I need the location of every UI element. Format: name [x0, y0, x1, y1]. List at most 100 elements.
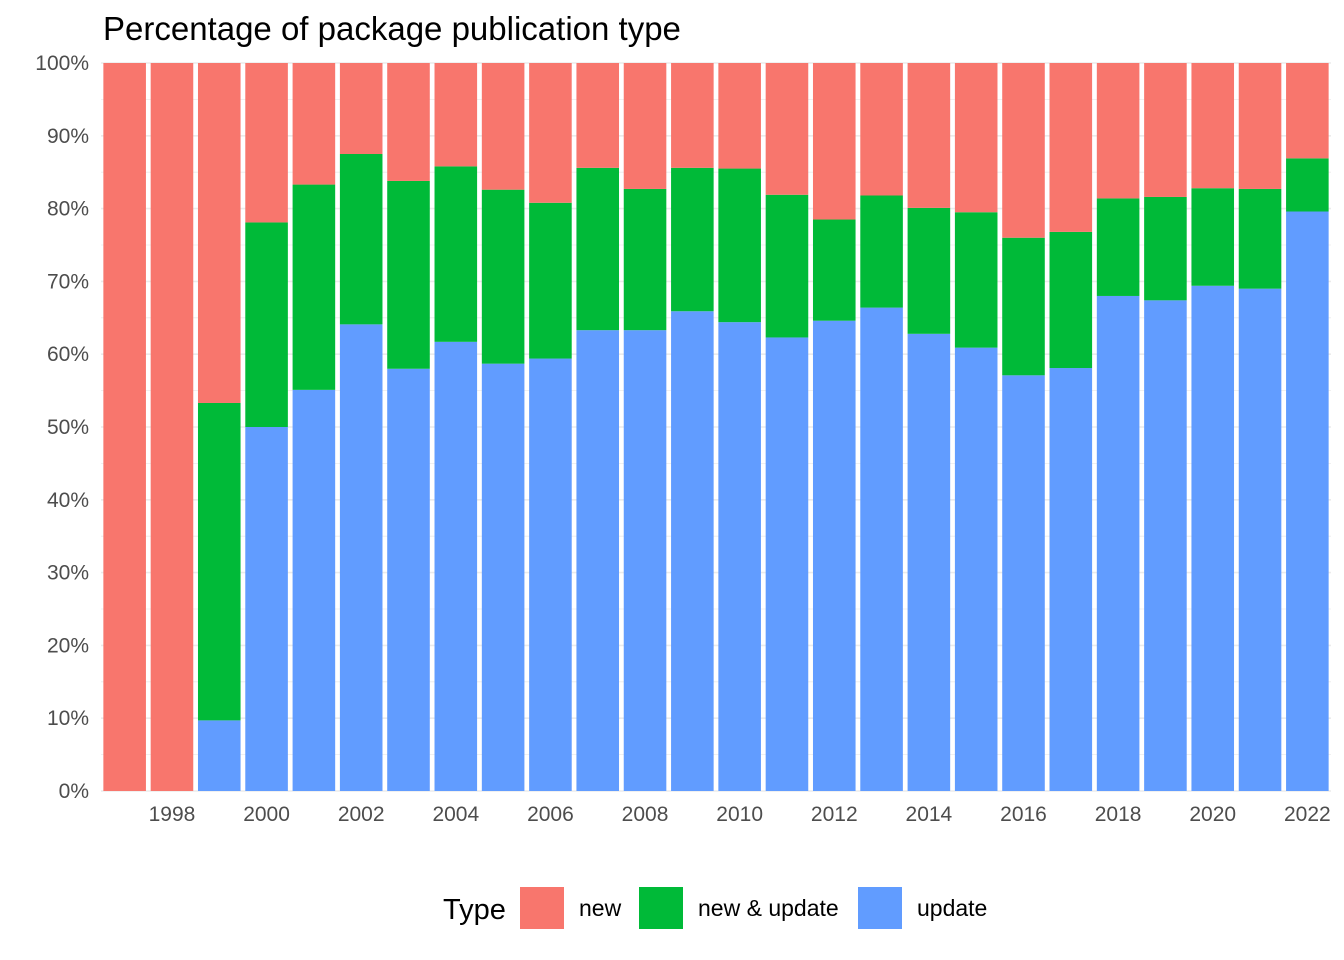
bar-2022-update — [1286, 211, 1329, 792]
bar-2004-new-update — [434, 166, 478, 342]
y-tick-label: 20% — [47, 634, 89, 657]
y-tick-label: 0% — [59, 780, 89, 803]
x-tick-label: 2014 — [906, 803, 953, 826]
bar-2009-new-update — [671, 167, 714, 312]
x-tick-label: 2002 — [338, 803, 385, 826]
legend-key-new-update — [639, 887, 683, 929]
bar-2004-update — [434, 341, 478, 791]
x-tick-label: 2018 — [1095, 803, 1142, 826]
bar-2018-update — [1096, 295, 1140, 791]
bar-2020-new-update — [1191, 188, 1235, 286]
bar-2006-update — [529, 358, 572, 791]
y-tick-label: 10% — [47, 707, 89, 730]
bar-2022-new-update — [1286, 158, 1329, 212]
y-tick-label: 60% — [47, 343, 89, 366]
bar-2017-new-update — [1049, 231, 1093, 369]
bar-2000-new-update — [245, 222, 288, 427]
bar-2019-new — [1144, 63, 1187, 197]
bar-2018-new-update — [1096, 198, 1140, 296]
bar-2022-new — [1286, 63, 1329, 159]
legend: Type new new & update update — [443, 887, 987, 929]
x-tick-label: 2004 — [432, 803, 479, 826]
bar-2005-update — [481, 363, 525, 791]
bar-2000-update — [245, 427, 288, 791]
bar-2006-new — [529, 63, 572, 203]
bar-1999-update — [197, 720, 241, 791]
legend-label: new — [579, 895, 622, 921]
y-tick-label: 80% — [47, 198, 89, 221]
bar-2002-new-update — [339, 154, 383, 325]
bar-2007-new-update — [576, 167, 620, 331]
bar-2008-new — [623, 63, 667, 189]
bar-2001-new-update — [292, 184, 336, 390]
x-tick-label: 2006 — [527, 803, 574, 826]
bar-1997-new — [103, 63, 146, 791]
bar-2008-update — [623, 330, 667, 791]
bar-2010-new-update — [718, 168, 761, 323]
bar-2005-new-update — [481, 189, 525, 364]
x-tick-label: 2016 — [1000, 803, 1047, 826]
bar-2010-new — [718, 63, 761, 169]
x-tick-label: 2010 — [716, 803, 763, 826]
bar-2001-update — [292, 389, 336, 791]
bar-2015-new-update — [954, 212, 998, 348]
bar-2007-new — [576, 63, 620, 168]
bar-2012-update — [812, 320, 856, 791]
bar-2003-update — [387, 368, 430, 791]
x-tick-label: 2012 — [811, 803, 858, 826]
bar-2011-update — [765, 337, 809, 791]
x-axis: 1998 2000 2002 2004 2006 2008 2010 2012 2014 2016… — [149, 803, 1331, 826]
bars — [103, 63, 1329, 792]
x-tick-label: 2020 — [1189, 803, 1236, 826]
bar-2011-new — [765, 63, 809, 195]
x-tick-label: 1998 — [149, 803, 196, 826]
bar-2021-update — [1238, 288, 1282, 791]
bar-2014-new — [907, 63, 951, 208]
legend-title: Type — [443, 894, 506, 926]
bar-2017-update — [1049, 368, 1093, 791]
bar-2009-update — [671, 311, 714, 791]
legend-label: update — [917, 895, 987, 921]
bar-2012-new — [812, 63, 856, 220]
bar-2002-new — [339, 63, 383, 154]
bar-2000-new — [245, 63, 288, 223]
bar-2020-new — [1191, 63, 1235, 189]
bar-2005-new — [481, 63, 525, 190]
bar-2017-new — [1049, 63, 1093, 232]
legend-key-new — [520, 887, 564, 929]
bar-2013-update — [860, 307, 903, 791]
bar-2007-update — [576, 330, 620, 791]
y-tick-label: 70% — [47, 270, 89, 293]
bar-2001-new — [292, 63, 336, 185]
bar-2016-new — [1002, 63, 1045, 238]
bar-2021-new — [1238, 63, 1282, 189]
legend-label: new & update — [698, 895, 839, 921]
bar-2019-new-update — [1144, 196, 1187, 301]
bar-2003-new-update — [387, 180, 430, 369]
bar-2004-new — [434, 63, 478, 167]
bar-1999-new-update — [197, 402, 241, 721]
bar-1998-new — [150, 63, 194, 791]
bar-2013-new — [860, 63, 903, 196]
y-tick-label: 100% — [35, 52, 89, 75]
legend-key-update — [858, 887, 902, 929]
bar-2016-update — [1002, 375, 1045, 791]
bar-2009-new — [671, 63, 714, 168]
y-axis: 0% 10% 20% 30% 40% 50% 60% 70% 80% 90% 100% — [35, 52, 89, 803]
bar-2016-new-update — [1002, 237, 1045, 376]
bar-2021-new-update — [1238, 188, 1282, 289]
bar-2012-new-update — [812, 219, 856, 321]
bar-2011-new-update — [765, 194, 809, 338]
bar-2015-update — [954, 347, 998, 791]
bar-2018-new — [1096, 63, 1140, 199]
x-tick-label: 2000 — [243, 803, 290, 826]
y-tick-label: 30% — [47, 562, 89, 585]
bar-2002-update — [339, 324, 383, 791]
bar-2003-new — [387, 63, 430, 181]
bar-1999-new — [197, 63, 241, 403]
bar-2008-new-update — [623, 188, 667, 331]
y-tick-label: 90% — [47, 125, 89, 148]
y-tick-label: 50% — [47, 416, 89, 439]
bar-2020-update — [1191, 285, 1235, 791]
